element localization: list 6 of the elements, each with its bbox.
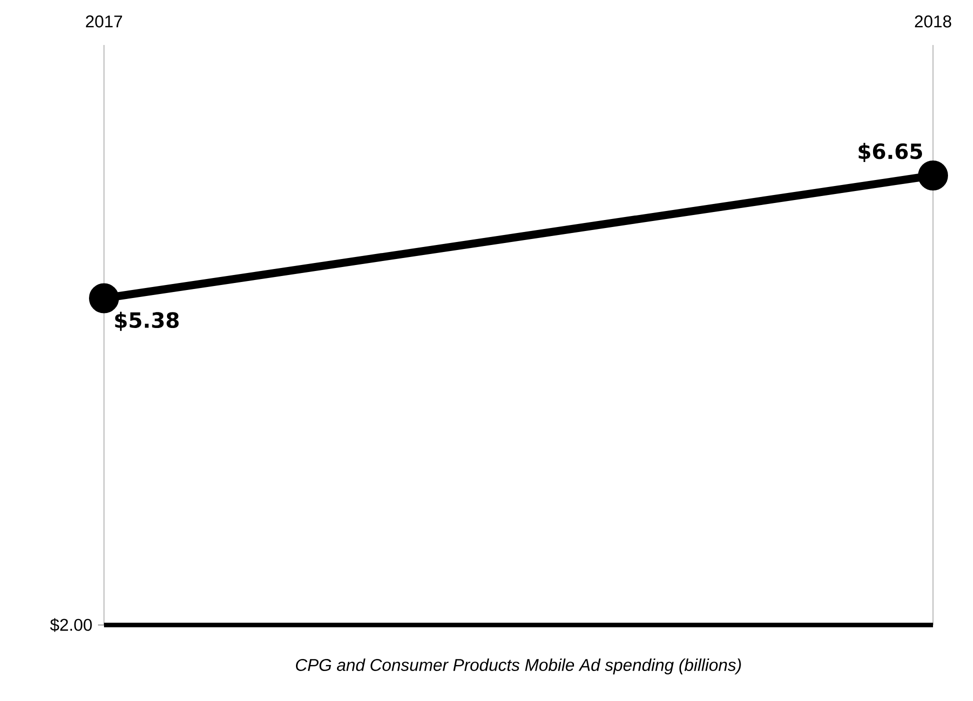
ref-line-label: $2.00 bbox=[50, 618, 92, 632]
x-tick-label: 2018 bbox=[914, 15, 952, 28]
x-tick-label: 2017 bbox=[86, 15, 122, 28]
data-label: $6.65 bbox=[858, 142, 922, 162]
x-axis-title: CPG and Consumer Products Mobile Ad spending (billions) bbox=[296, 658, 741, 674]
data-label: $5.38 bbox=[115, 312, 179, 331]
